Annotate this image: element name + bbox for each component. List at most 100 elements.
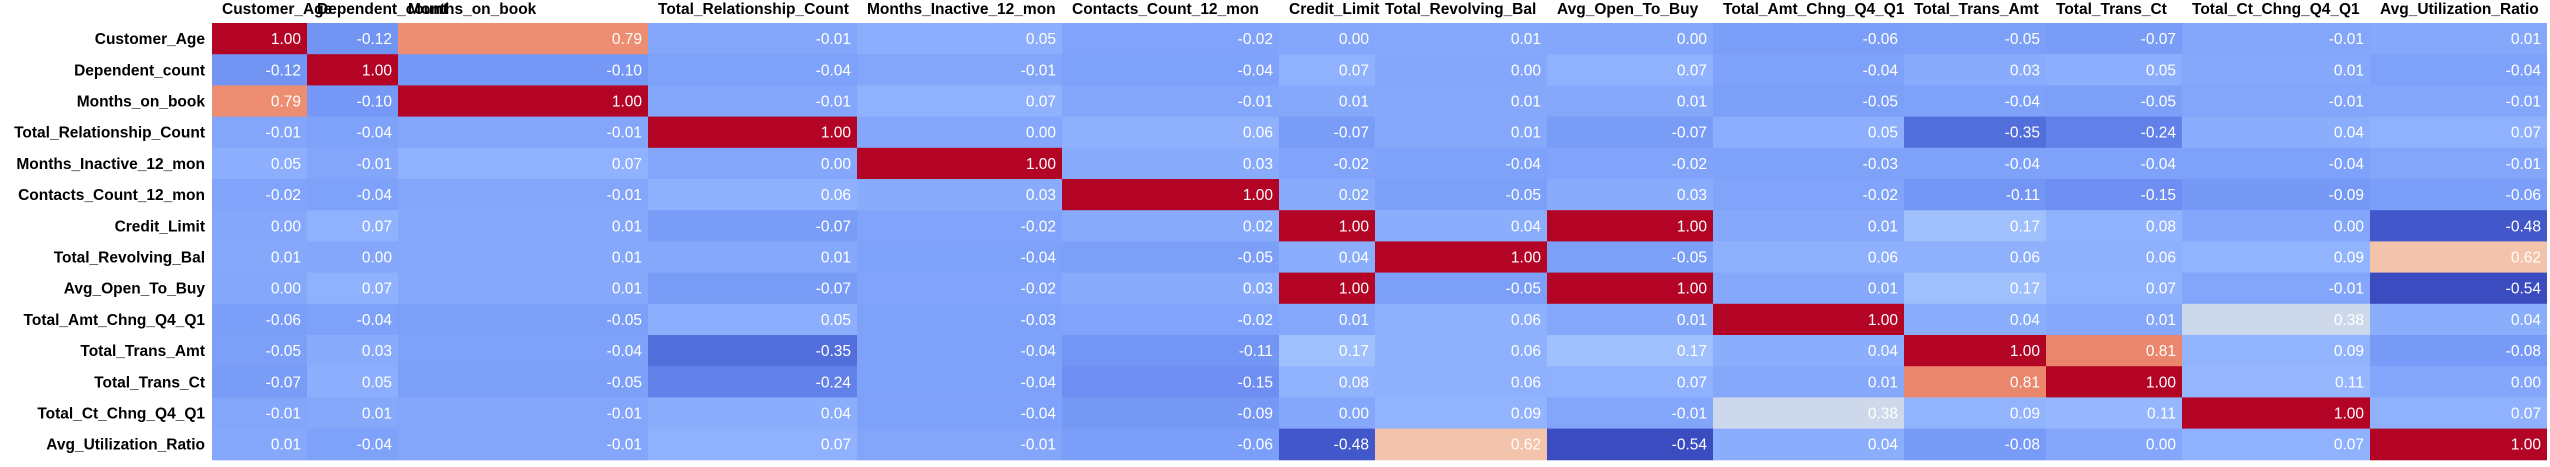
heatmap-cell bbox=[2046, 335, 2182, 367]
heatmap-cell bbox=[1713, 241, 1904, 274]
heatmap-cell bbox=[1375, 241, 1547, 274]
heatmap-cell bbox=[2182, 54, 2370, 86]
cell-value-label: -0.08 bbox=[2005, 437, 2040, 454]
column-label-months-inactive-12-mon: Months_Inactive_12_mon bbox=[867, 1, 1056, 18]
cell-value-label: 0.04 bbox=[1868, 437, 1899, 454]
heatmap-cell bbox=[2182, 85, 2370, 118]
cell-value-label: 1.00 bbox=[2146, 374, 2177, 391]
heatmap-cell bbox=[1713, 147, 1904, 180]
column-label-avg-open-to-buy: Avg_Open_To_Buy bbox=[1557, 1, 1699, 18]
heatmap-cell bbox=[1279, 366, 1375, 398]
cell-value-label: 0.05 bbox=[362, 374, 392, 391]
cell-value-label: -0.07 bbox=[2141, 31, 2176, 48]
column-label-total-trans-amt: Total_Trans_Amt bbox=[1914, 1, 2039, 18]
heatmap-cell bbox=[857, 85, 1062, 118]
cell-value-label: 0.81 bbox=[2010, 374, 2040, 391]
cell-value-label: -0.05 bbox=[1506, 187, 1541, 204]
cell-value-label: -0.01 bbox=[266, 125, 301, 142]
row-label-customer-age: Customer_Age bbox=[95, 31, 206, 48]
cell-value-label: 0.07 bbox=[821, 437, 851, 454]
heatmap-cell bbox=[2182, 428, 2370, 461]
heatmap-cell bbox=[1904, 147, 2046, 180]
heatmap-cell bbox=[1375, 23, 1547, 55]
heatmap-cell bbox=[212, 179, 307, 211]
cell-value-label: -0.35 bbox=[2005, 125, 2040, 142]
column-label-months-on-book: Months_on_book bbox=[408, 1, 537, 18]
cell-value-label: -0.01 bbox=[607, 437, 642, 454]
heatmap-cell bbox=[212, 335, 307, 367]
heatmap-cell bbox=[648, 241, 857, 274]
heatmap-cell bbox=[2182, 303, 2370, 336]
cell-value-label: 0.11 bbox=[2147, 406, 2176, 423]
heatmap-cell bbox=[1713, 366, 1904, 398]
cell-value-label: -0.06 bbox=[1863, 31, 1898, 48]
heatmap-cell bbox=[1713, 397, 1904, 430]
heatmap-cell bbox=[1904, 179, 2046, 211]
heatmap-cell bbox=[1062, 241, 1279, 274]
heatmap-cell bbox=[1547, 335, 1713, 367]
heatmap-cell bbox=[2370, 116, 2547, 149]
heatmap-cell bbox=[1547, 241, 1713, 274]
heatmap-cell bbox=[2046, 272, 2182, 305]
heatmap-cell bbox=[307, 23, 398, 55]
cell-value-label: -0.09 bbox=[2329, 187, 2364, 204]
cell-value-label: -0.04 bbox=[1021, 406, 1057, 423]
heatmap-cell bbox=[2046, 85, 2182, 118]
row-label-total-relationship-count: Total_Relationship_Count bbox=[14, 125, 205, 142]
heatmap-cell bbox=[1375, 54, 1547, 86]
heatmap-cell bbox=[1279, 54, 1375, 86]
heatmap-cell bbox=[1904, 116, 2046, 149]
cell-value-label: -0.07 bbox=[816, 218, 851, 235]
heatmap-cell bbox=[857, 179, 1062, 211]
heatmap-cell bbox=[2182, 397, 2370, 430]
heatmap-cell bbox=[857, 23, 1062, 55]
cell-value-label: 0.01 bbox=[2334, 62, 2364, 79]
cell-value-label: 0.01 bbox=[1868, 218, 1898, 235]
cell-value-label: 0.01 bbox=[1677, 94, 1707, 111]
cell-value-label: -0.01 bbox=[816, 31, 851, 48]
cell-value-label: 0.17 bbox=[1339, 343, 1369, 360]
heatmap-cell bbox=[1062, 116, 1279, 149]
cell-value-label: 0.07 bbox=[362, 218, 392, 235]
heatmap-cell bbox=[2046, 428, 2182, 461]
cell-value-label: 0.01 bbox=[271, 437, 301, 454]
cell-value-label: 0.17 bbox=[2010, 281, 2040, 298]
heatmap-cell bbox=[2370, 147, 2547, 180]
cell-value-label: 0.81 bbox=[2146, 343, 2176, 360]
cell-value-label: 0.04 bbox=[821, 406, 852, 423]
cell-value-label: -0.48 bbox=[2506, 218, 2541, 235]
heatmap-cell bbox=[2370, 272, 2547, 305]
row-label-total-ct-chng-q4-q1: Total_Ct_Chng_Q4_Q1 bbox=[37, 406, 205, 423]
cell-value-label: -0.01 bbox=[607, 406, 642, 423]
heatmap-cell bbox=[1062, 428, 1279, 461]
cell-value-label: 0.03 bbox=[1243, 156, 1273, 173]
heatmap-cell bbox=[398, 272, 648, 305]
cell-value-label: -0.05 bbox=[607, 374, 642, 391]
cell-value-label: -0.01 bbox=[2329, 281, 2364, 298]
cell-value-label: 0.02 bbox=[1243, 218, 1273, 235]
heatmap-cell bbox=[398, 303, 648, 336]
cell-value-label: 0.01 bbox=[271, 250, 301, 267]
cell-value-label: 0.01 bbox=[2511, 31, 2541, 48]
cell-value-label: 0.07 bbox=[2334, 437, 2364, 454]
heatmap-cell bbox=[1547, 428, 1713, 461]
heatmap-cell bbox=[1279, 272, 1375, 305]
cell-value-label: 0.00 bbox=[271, 218, 302, 235]
heatmap-cell bbox=[212, 303, 307, 336]
cell-value-label: -0.10 bbox=[357, 94, 393, 111]
heatmap-cell bbox=[1713, 210, 1904, 242]
heatmap-cell bbox=[2182, 179, 2370, 211]
column-label-total-trans-ct: Total_Trans_Ct bbox=[2056, 1, 2167, 18]
cell-value-label: 0.00 bbox=[271, 281, 302, 298]
cell-value-label: -0.01 bbox=[357, 156, 392, 173]
heatmap-cell bbox=[307, 85, 398, 118]
heatmap-cell bbox=[857, 428, 1062, 461]
cell-value-label: -0.05 bbox=[1863, 94, 1898, 111]
cell-value-label: 0.01 bbox=[1868, 281, 1898, 298]
row-label-dependent-count: Dependent_count bbox=[74, 62, 205, 79]
row-label-total-trans-amt: Total_Trans_Amt bbox=[80, 343, 205, 360]
cell-value-label: -0.04 bbox=[357, 437, 393, 454]
cell-value-label: 0.01 bbox=[612, 218, 642, 235]
cell-value-label: -0.02 bbox=[1021, 218, 1056, 235]
